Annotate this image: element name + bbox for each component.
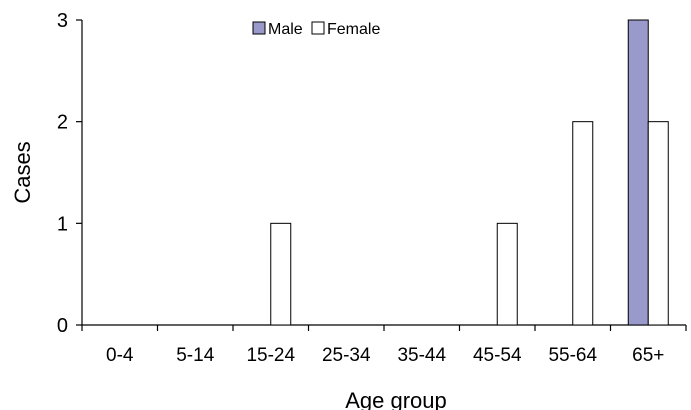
bar-female [572, 121, 594, 326]
y-tick-label: 3 [57, 10, 68, 32]
legend-swatch-female [311, 21, 325, 35]
x-tick-label: 5-14 [176, 345, 214, 366]
x-tick-label: 0-4 [106, 345, 134, 366]
x-tick-label: 45-54 [473, 345, 522, 366]
legend-label-female: Female [327, 21, 380, 38]
bar-female [647, 121, 669, 326]
x-axis-title: Age group [345, 388, 447, 410]
legend-label-male: Male [268, 21, 303, 38]
x-tick-label: 65+ [632, 345, 664, 366]
x-tick-label: 55-64 [548, 345, 597, 366]
y-tick-label: 2 [57, 112, 68, 134]
x-tick-label: 25-34 [322, 345, 371, 366]
bar-female [496, 222, 518, 326]
x-tick-label: 35-44 [397, 345, 446, 366]
y-axis-title: Cases [10, 141, 35, 203]
x-tick-label: 15-24 [246, 345, 295, 366]
bar-male [627, 19, 649, 326]
y-tick-label: 1 [57, 213, 68, 235]
y-tick-label: 0 [57, 315, 68, 337]
legend-swatch-male [252, 21, 266, 35]
bar-female [270, 222, 292, 326]
